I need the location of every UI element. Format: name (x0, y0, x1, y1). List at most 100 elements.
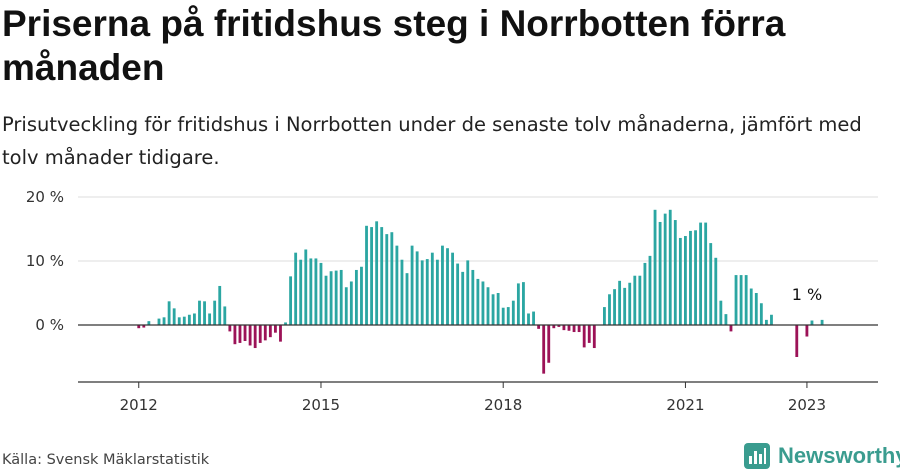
bar-negative (263, 325, 267, 341)
bar-positive (739, 275, 743, 325)
x-tick-label: 2012 (120, 396, 158, 414)
axes (78, 324, 878, 388)
bar-positive (471, 269, 475, 325)
bar-positive (694, 230, 697, 325)
bar-negative (537, 325, 541, 329)
bar-positive (496, 293, 500, 325)
bar-positive (643, 262, 647, 325)
bar-negative (253, 325, 257, 349)
bar-positive (820, 319, 824, 325)
bars (137, 209, 824, 374)
bar-positive (770, 314, 773, 325)
bar-positive (187, 314, 191, 325)
bar-positive (319, 262, 323, 325)
bar-positive (365, 225, 368, 325)
bar-positive (689, 230, 692, 325)
bar-positive (435, 259, 439, 325)
chart-subtitle: Prisutveckling för fritidshus i Norrbott… (2, 113, 862, 169)
bar-positive (289, 276, 293, 325)
y-tick-label: 10 % (26, 252, 64, 270)
bar-positive (208, 313, 212, 325)
bar-negative (274, 325, 277, 333)
bar-positive (668, 209, 672, 325)
bar-positive (764, 319, 768, 325)
x-tick-label: 2015 (302, 396, 340, 414)
bar-positive (284, 322, 287, 325)
bar-negative (238, 325, 242, 343)
newsworthy-logo-icon (744, 443, 770, 469)
bar-positive (314, 258, 318, 325)
bar-positive (430, 252, 434, 325)
bar-positive (734, 275, 738, 325)
bar-negative (243, 325, 247, 341)
bar-positive (425, 259, 429, 325)
bar-negative (228, 325, 232, 332)
bar-positive (704, 222, 708, 325)
bar-positive (633, 275, 637, 325)
bar-positive (491, 294, 495, 325)
bar-positive (673, 220, 677, 325)
bar-positive (461, 271, 465, 325)
bar-positive (329, 271, 333, 325)
bar-positive (147, 321, 151, 325)
bar-positive (218, 285, 222, 325)
bar-positive (375, 221, 379, 325)
bar-positive (334, 270, 338, 325)
bar-positive (167, 301, 171, 325)
bar-positive (294, 252, 298, 325)
bar-positive (724, 314, 728, 325)
bar-positive (344, 287, 348, 325)
bar-positive (522, 282, 525, 325)
source-note: Källa: Svensk Mäklarstatistik (2, 452, 210, 468)
bar-positive (223, 306, 227, 325)
bar-negative (142, 325, 146, 328)
bar-positive (213, 300, 217, 325)
bar-positive (405, 273, 409, 325)
bar-positive (653, 209, 657, 325)
bar-negative (552, 325, 556, 329)
bar-positive (481, 281, 485, 325)
newsworthy-logo[interactable]: Newsworthy (744, 440, 900, 472)
bar-positive (203, 301, 206, 325)
bar-positive (385, 234, 389, 325)
bar-positive (157, 318, 161, 325)
bar-negative (248, 325, 252, 346)
bar-positive (501, 307, 505, 325)
bar-positive (299, 259, 303, 325)
bar-positive (415, 251, 419, 325)
bar-positive (709, 243, 713, 325)
labels: 0 % 10 % 20 % 2012 2015 2018 2021 2023 1 % (26, 188, 826, 414)
bar-positive (684, 236, 687, 325)
bar-positive (395, 245, 399, 325)
bar-positive (638, 275, 642, 325)
bar-negative (582, 325, 586, 348)
bar-positive (446, 248, 449, 325)
x-tick-label: 2018 (484, 396, 522, 414)
bar-positive (456, 263, 460, 325)
bar-positive (648, 255, 652, 325)
bar-positive (324, 275, 328, 325)
y-tick-label: 0 % (35, 316, 64, 334)
bar-positive (390, 232, 394, 325)
gridlines (78, 196, 878, 262)
bar-positive (608, 294, 611, 325)
bar-positive (744, 275, 748, 325)
bar-positive (198, 300, 201, 325)
bar-negative (805, 325, 809, 337)
bar-positive (603, 307, 606, 325)
y-tick-label: 20 % (26, 188, 64, 206)
bar-negative (592, 325, 596, 349)
bar-positive (441, 245, 444, 325)
bar-negative (567, 325, 571, 331)
bar-negative (279, 325, 282, 342)
bar-negative (587, 325, 591, 343)
bar-positive (749, 288, 753, 325)
bar-positive (516, 283, 520, 325)
bar-positive (193, 313, 196, 325)
bar-negative (542, 325, 546, 374)
bar-positive (719, 300, 723, 325)
bar-positive (410, 245, 414, 325)
bar-positive (628, 282, 632, 325)
bar-positive (182, 316, 186, 325)
